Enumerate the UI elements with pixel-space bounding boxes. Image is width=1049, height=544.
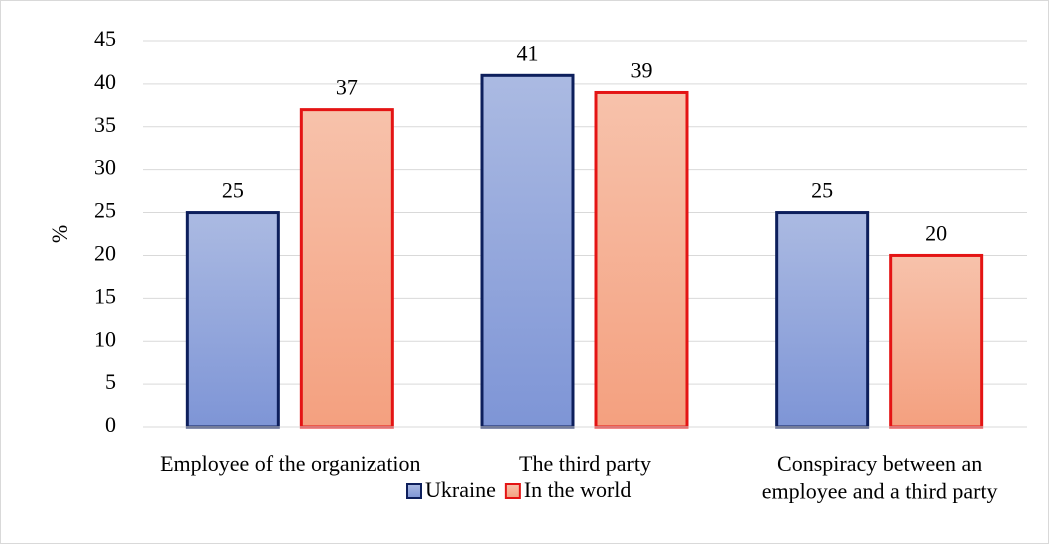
data-label: 25 <box>811 178 833 203</box>
y-tick-label: 45 <box>94 26 116 51</box>
legend-swatch <box>504 483 521 499</box>
y-tick-label: 30 <box>94 155 116 180</box>
data-label: 41 <box>517 40 539 65</box>
data-label: 20 <box>925 220 947 245</box>
data-label: 39 <box>631 58 653 83</box>
bar <box>299 108 394 429</box>
bar <box>889 253 984 429</box>
x-tick-label: Employee of the organization <box>160 451 420 476</box>
bar <box>480 73 575 429</box>
y-tick-label: 20 <box>94 240 116 265</box>
legend-label: Ukraine <box>425 477 496 502</box>
bar <box>594 90 689 429</box>
y-axis-label: % <box>47 225 72 243</box>
y-tick-label: 0 <box>105 412 116 437</box>
bar <box>775 211 870 429</box>
data-label: 25 <box>222 178 244 203</box>
y-tick-label: 5 <box>105 369 116 394</box>
y-tick-label: 25 <box>94 198 116 223</box>
y-tick-label: 40 <box>94 69 116 94</box>
y-tick-label: 35 <box>94 112 116 137</box>
y-tick-label: 15 <box>94 283 116 308</box>
x-tick-label: The third party <box>519 451 651 476</box>
bar <box>185 211 280 429</box>
data-label: 37 <box>336 75 358 100</box>
legend-swatch <box>406 483 422 499</box>
y-tick-label: 10 <box>94 326 116 351</box>
legend-label: In the world <box>524 477 632 502</box>
x-tick-label: Conspiracy between an employee and a thir… <box>762 451 998 504</box>
